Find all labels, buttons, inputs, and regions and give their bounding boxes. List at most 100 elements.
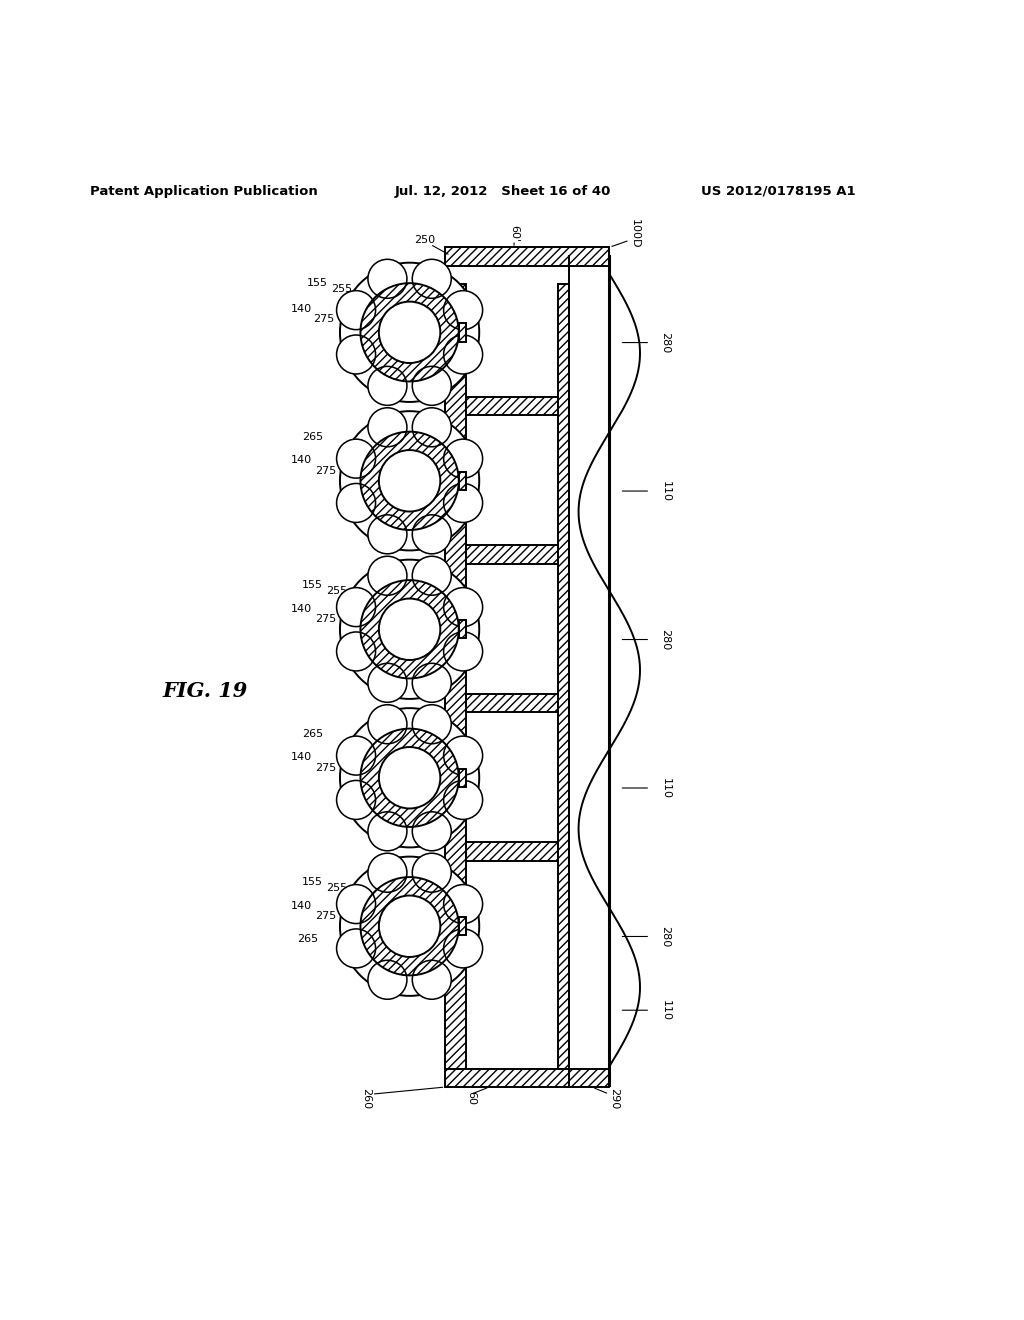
Text: 280: 280 (660, 331, 671, 354)
Circle shape (337, 884, 376, 924)
Circle shape (340, 263, 479, 403)
Circle shape (413, 259, 452, 298)
Text: 265: 265 (302, 729, 323, 739)
Bar (445, 1069, 609, 1086)
Bar (466, 694, 558, 713)
Circle shape (368, 408, 407, 446)
Circle shape (443, 780, 482, 820)
Bar (459, 471, 466, 490)
Circle shape (443, 929, 482, 968)
Text: 140: 140 (291, 304, 311, 314)
Bar (445, 247, 609, 265)
Circle shape (413, 515, 452, 554)
Circle shape (379, 895, 440, 957)
Bar (466, 397, 558, 416)
Text: 140: 140 (291, 900, 311, 911)
Circle shape (413, 812, 452, 851)
Circle shape (337, 290, 376, 330)
Circle shape (368, 367, 407, 405)
Text: 140: 140 (291, 752, 311, 762)
Text: 135: 135 (355, 890, 376, 899)
Circle shape (368, 515, 407, 554)
Text: 155: 155 (307, 279, 328, 288)
Text: 275: 275 (313, 314, 334, 323)
Text: 255: 255 (332, 284, 352, 294)
Bar (459, 917, 466, 936)
Text: 155: 155 (302, 581, 323, 590)
Circle shape (413, 705, 452, 743)
Text: 60: 60 (466, 1092, 476, 1105)
Text: 290: 290 (609, 1088, 620, 1109)
Circle shape (368, 960, 407, 999)
Text: 275: 275 (315, 763, 336, 772)
Circle shape (337, 737, 376, 775)
Bar (459, 323, 466, 342)
Text: Patent Application Publication: Patent Application Publication (90, 185, 317, 198)
Text: Jul. 12, 2012   Sheet 16 of 40: Jul. 12, 2012 Sheet 16 of 40 (394, 185, 610, 198)
Circle shape (443, 335, 482, 374)
Circle shape (340, 708, 479, 847)
Bar (445, 284, 466, 1069)
Text: 110: 110 (660, 480, 671, 502)
Bar (466, 842, 558, 861)
Circle shape (413, 960, 452, 999)
Text: 135: 135 (355, 593, 376, 602)
Circle shape (443, 884, 482, 924)
Circle shape (443, 290, 482, 330)
Text: 140: 140 (291, 455, 311, 466)
Text: 280: 280 (660, 925, 671, 948)
Text: 135: 135 (355, 950, 376, 960)
Circle shape (337, 632, 376, 671)
Circle shape (413, 367, 452, 405)
Text: 135: 135 (361, 438, 382, 447)
Circle shape (340, 560, 479, 698)
Text: 60': 60' (509, 226, 519, 243)
Text: 260: 260 (361, 1088, 372, 1109)
Bar (558, 284, 569, 1069)
Text: US 2012/0178195 A1: US 2012/0178195 A1 (701, 185, 856, 198)
Text: 265: 265 (302, 432, 323, 442)
Text: 250: 250 (415, 235, 435, 246)
Text: 280: 280 (660, 628, 671, 651)
Text: 110: 110 (660, 777, 671, 799)
Circle shape (379, 598, 440, 660)
Text: 100D: 100D (630, 219, 640, 248)
Bar (459, 620, 466, 639)
Circle shape (337, 780, 376, 820)
Text: 255: 255 (327, 586, 347, 597)
Text: 265: 265 (297, 933, 317, 944)
Circle shape (340, 857, 479, 995)
Circle shape (443, 737, 482, 775)
Circle shape (337, 587, 376, 627)
Circle shape (413, 408, 452, 446)
Circle shape (337, 440, 376, 478)
Text: 140: 140 (291, 603, 311, 614)
Circle shape (379, 747, 440, 808)
Text: 275: 275 (315, 911, 336, 921)
Text: 135: 135 (361, 735, 382, 744)
Text: 275: 275 (315, 614, 336, 624)
Circle shape (379, 301, 440, 363)
Circle shape (413, 853, 452, 892)
Bar (459, 768, 466, 787)
Circle shape (337, 335, 376, 374)
Text: 155: 155 (302, 878, 323, 887)
Circle shape (337, 929, 376, 968)
Circle shape (413, 556, 452, 595)
Circle shape (340, 411, 479, 550)
Text: 275: 275 (315, 466, 336, 475)
Text: 135: 135 (355, 290, 376, 301)
Circle shape (337, 483, 376, 523)
Circle shape (443, 587, 482, 627)
Text: 110: 110 (660, 999, 671, 1020)
Circle shape (368, 556, 407, 595)
Circle shape (368, 853, 407, 892)
Circle shape (443, 483, 482, 523)
Circle shape (368, 812, 407, 851)
Circle shape (443, 440, 482, 478)
Text: 255: 255 (327, 883, 347, 894)
Text: FIG. 19: FIG. 19 (162, 681, 248, 701)
Bar (466, 545, 558, 564)
Circle shape (413, 664, 452, 702)
Circle shape (368, 705, 407, 743)
